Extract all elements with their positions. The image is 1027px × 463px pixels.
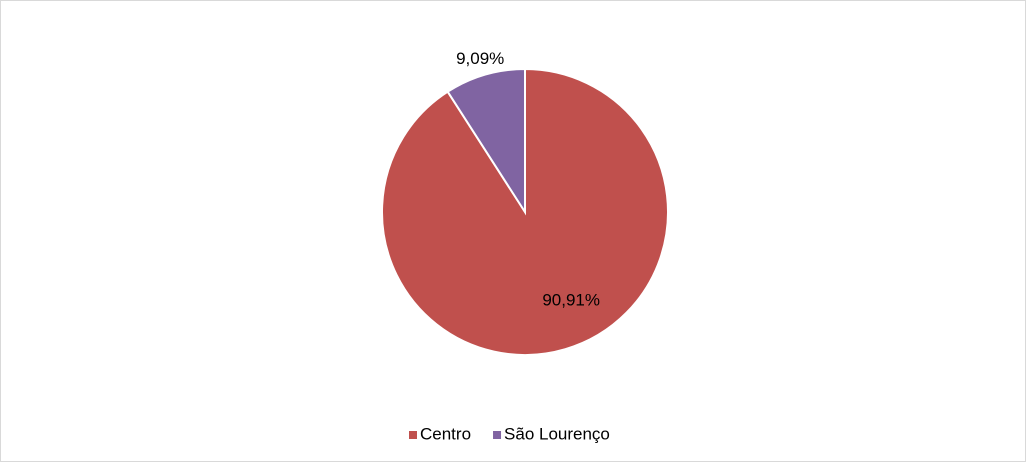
legend-label: Centro: [420, 424, 471, 443]
legend-swatch: [493, 431, 502, 439]
pie-slice: [446, 67, 526, 216]
data-label: 9,09%: [456, 49, 504, 68]
legend-swatch: [409, 431, 417, 439]
legend-label: São Lourenço: [504, 424, 610, 443]
data-label: 90,91%: [542, 291, 600, 310]
